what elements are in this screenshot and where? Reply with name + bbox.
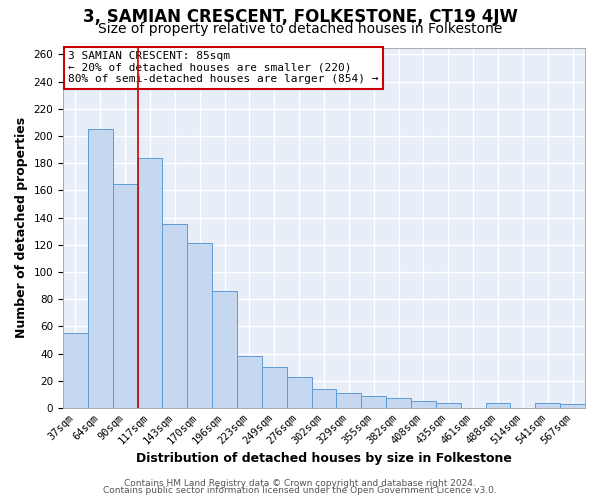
Bar xyxy=(88,129,113,408)
Bar xyxy=(137,158,163,408)
Bar xyxy=(187,244,212,408)
Bar xyxy=(311,389,337,408)
Text: 3 SAMIAN CRESCENT: 85sqm
← 20% of detached houses are smaller (220)
80% of semi-: 3 SAMIAN CRESCENT: 85sqm ← 20% of detach… xyxy=(68,51,379,84)
Y-axis label: Number of detached properties: Number of detached properties xyxy=(15,117,28,338)
Text: 3, SAMIAN CRESCENT, FOLKESTONE, CT19 4JW: 3, SAMIAN CRESCENT, FOLKESTONE, CT19 4JW xyxy=(83,8,517,26)
Bar xyxy=(337,393,361,408)
Bar xyxy=(411,401,436,408)
Text: Size of property relative to detached houses in Folkestone: Size of property relative to detached ho… xyxy=(98,22,502,36)
Bar xyxy=(287,376,311,408)
Bar xyxy=(237,356,262,408)
Bar xyxy=(535,402,560,408)
X-axis label: Distribution of detached houses by size in Folkestone: Distribution of detached houses by size … xyxy=(136,452,512,465)
Text: Contains public sector information licensed under the Open Government Licence v3: Contains public sector information licen… xyxy=(103,486,497,495)
Text: Contains HM Land Registry data © Crown copyright and database right 2024.: Contains HM Land Registry data © Crown c… xyxy=(124,478,476,488)
Bar xyxy=(163,224,187,408)
Bar xyxy=(262,367,287,408)
Bar xyxy=(436,402,461,408)
Bar xyxy=(212,291,237,408)
Bar xyxy=(485,402,511,408)
Bar xyxy=(361,396,386,408)
Bar xyxy=(63,333,88,408)
Bar xyxy=(113,184,137,408)
Bar xyxy=(560,404,585,408)
Bar xyxy=(386,398,411,408)
